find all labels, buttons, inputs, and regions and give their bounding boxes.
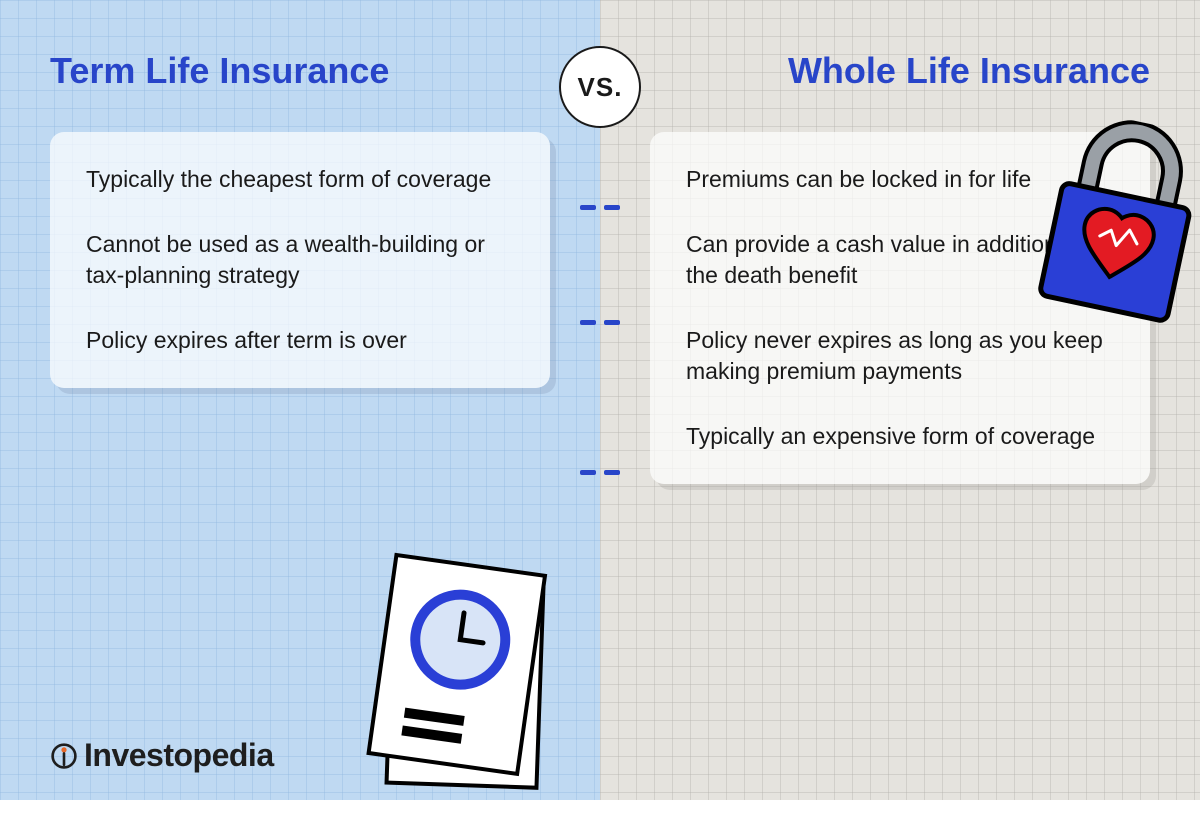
left-point: Typically the cheapest form of coverage — [86, 164, 514, 195]
left-point: Cannot be used as a wealth-building or t… — [86, 229, 514, 291]
right-point: Policy never expires as long as you keep… — [686, 325, 1114, 387]
left-card: Typically the cheapest form of coverage … — [50, 132, 550, 388]
comparison-infographic: Term Life Insurance Typically the cheape… — [0, 0, 1200, 800]
right-point: Typically an expensive form of coverage — [686, 421, 1114, 452]
brand-text: Investopedia — [84, 737, 274, 774]
divider-dash-row — [580, 320, 620, 325]
brand-logo: Investopedia — [50, 737, 274, 774]
dash-icon — [604, 320, 620, 325]
left-point: Policy expires after term is over — [86, 325, 514, 356]
dash-icon — [580, 205, 596, 210]
dash-icon — [604, 205, 620, 210]
brand-icon — [50, 742, 78, 770]
divider-dash-row — [580, 470, 620, 475]
dash-icon — [604, 470, 620, 475]
dash-icon — [580, 320, 596, 325]
left-title: Term Life Insurance — [50, 50, 550, 92]
vs-badge: VS. — [559, 46, 641, 128]
dash-icon — [580, 470, 596, 475]
right-title: Whole Life Insurance — [650, 50, 1150, 92]
divider-dash-row — [580, 205, 620, 210]
clock-papers-icon — [321, 520, 598, 835]
